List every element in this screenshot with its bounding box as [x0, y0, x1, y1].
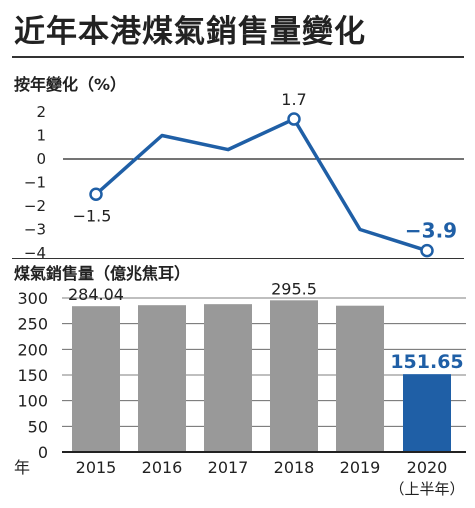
bar-y-tick-label: 200	[17, 340, 48, 359]
line-y-tick-label: −3	[24, 221, 46, 239]
section-divider	[12, 258, 464, 259]
bar-y-tick-label: 50	[28, 417, 48, 436]
bar-y-tick-label: 300	[17, 289, 48, 308]
bar-x-tick-note: （上半年）	[389, 480, 464, 498]
line-data-point	[89, 187, 103, 201]
bar-2018	[270, 300, 318, 452]
line-data-point	[287, 112, 301, 126]
line-data-label: −3.9	[405, 219, 457, 243]
bar-x-tick-label: 2016	[142, 458, 183, 477]
bar-x-tick-label: 2019	[340, 458, 381, 477]
bar-2017	[204, 304, 252, 452]
bar-x-tick-label: 2018	[274, 458, 315, 477]
bar-data-label: 295.5	[271, 279, 317, 298]
bar-x-tick-label: 2017	[208, 458, 249, 477]
page-title: 近年本港煤氣銷售量變化	[14, 14, 366, 50]
line-y-tick-label: 2	[36, 103, 46, 121]
line-y-tick-label: −2	[24, 197, 46, 215]
line-y-tick-label: −1	[24, 174, 46, 192]
title-divider	[12, 56, 464, 58]
line-data-point	[420, 243, 434, 258]
bar-y-tick-label: 0	[38, 443, 48, 462]
bar-data-label: 284.04	[68, 285, 124, 304]
bar-chart-xlabel: 年	[14, 458, 30, 477]
bar-chart-ylabel: 煤氣銷售量（億兆焦耳）	[14, 264, 190, 283]
bar-x-tick-label: 2015	[76, 458, 117, 477]
bar-2015	[72, 306, 120, 452]
line-chart-ylabel: 按年變化（%）	[14, 75, 126, 94]
line-y-tick-label: 1	[36, 127, 46, 145]
line-data-label: 1.7	[281, 90, 306, 109]
bar-x-tick-label: 2020	[407, 458, 448, 477]
bar-2019	[336, 305, 384, 452]
line-data-label: −1.5	[73, 206, 112, 225]
bar-data-label: 151.65	[390, 351, 463, 373]
bar-y-tick-label: 250	[17, 315, 48, 334]
line-series-yoy-change	[94, 117, 428, 253]
line-y-tick-label: −4	[24, 244, 46, 262]
line-y-tick-label: 0	[36, 150, 46, 168]
bar-y-tick-label: 100	[17, 392, 48, 411]
bar-2020	[403, 374, 451, 452]
bar-2016	[138, 305, 186, 452]
bar-y-tick-label: 150	[17, 366, 48, 385]
